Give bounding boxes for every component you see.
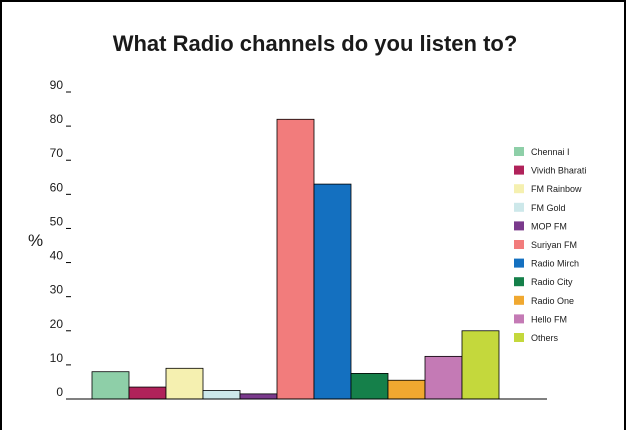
legend-swatch <box>514 221 524 231</box>
y-tick-label: 70 <box>50 146 64 160</box>
legend-label: Vividh Bharati <box>531 166 586 176</box>
y-tick-label: 20 <box>50 317 64 331</box>
legend-swatch <box>514 165 524 175</box>
legend-label: FM Gold <box>531 203 566 213</box>
bar-mop-fm <box>239 393 278 400</box>
y-tick-label: 50 <box>50 214 64 228</box>
legend-swatch <box>514 333 524 342</box>
legend-swatch <box>514 295 524 305</box>
y-tick-label: 60 <box>50 180 64 194</box>
y-tick-label: 0 <box>56 385 63 399</box>
legend-swatch <box>514 258 524 268</box>
y-tick-label: 40 <box>50 249 64 263</box>
legend-label: Radio One <box>531 296 574 306</box>
y-tick-label: 10 <box>50 351 64 365</box>
bar-fm-gold <box>202 390 241 400</box>
legend-label: Hello FM <box>531 314 567 324</box>
legend-label: Radio Mirch <box>531 259 579 269</box>
bar-radio-city <box>350 373 389 400</box>
bar-chennai-i <box>91 371 130 400</box>
y-tick-label: 90 <box>50 78 64 92</box>
legend-swatch <box>514 184 524 194</box>
y-tick-label: 30 <box>50 283 64 297</box>
bar-radio-mirch <box>313 183 352 400</box>
legend-label: Radio City <box>531 277 573 287</box>
legend-label: Chennai I <box>531 147 570 157</box>
bar-vividh-bharati <box>128 386 167 400</box>
legend-swatch <box>514 240 524 249</box>
legend-swatch <box>514 277 524 287</box>
y-tick-label: 80 <box>50 112 64 126</box>
legend-swatch <box>514 147 524 156</box>
legend-label: MOP FM <box>531 221 567 231</box>
y-axis-label: % <box>28 231 44 250</box>
legend-label: Suriyan FM <box>531 240 577 250</box>
legend-label: FM Rainbow <box>531 184 582 194</box>
chart-title: What Radio channels do you listen to? <box>112 31 518 56</box>
bar-others <box>461 330 500 400</box>
bar-radio-one <box>387 379 426 400</box>
bar-hello-fm <box>424 355 463 400</box>
legend-swatch <box>514 202 524 212</box>
bar-suriyan-fm <box>276 118 315 400</box>
legend-swatch <box>514 314 524 324</box>
bar-fm-rainbow <box>165 367 204 400</box>
legend-label: Others <box>531 333 559 343</box>
